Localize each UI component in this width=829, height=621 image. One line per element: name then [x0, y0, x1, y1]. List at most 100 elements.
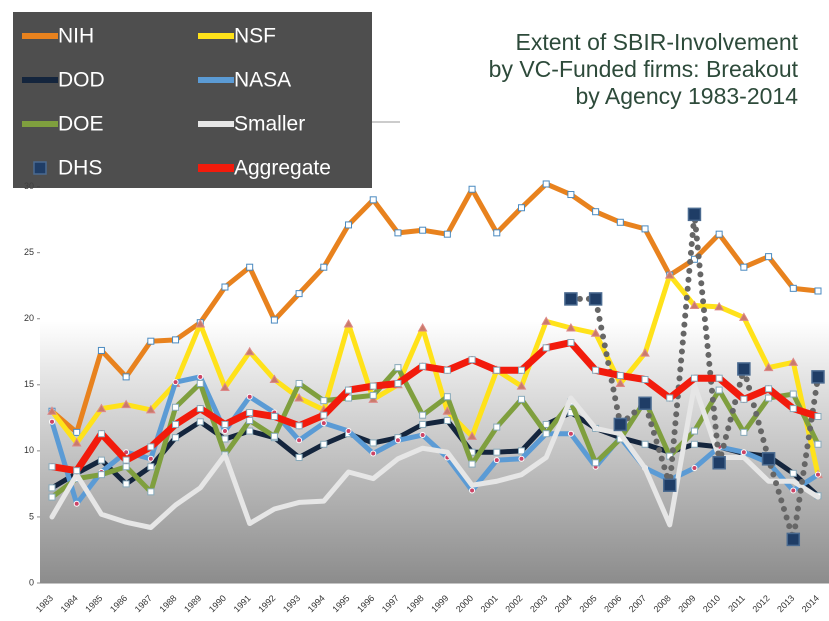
- marker: [147, 455, 154, 462]
- marker: [100, 513, 103, 516]
- marker: [644, 467, 647, 470]
- marker: [814, 413, 822, 421]
- marker: [715, 230, 723, 238]
- marker: [244, 346, 255, 356]
- marker: [668, 523, 671, 526]
- marker: [122, 373, 130, 381]
- marker: [320, 411, 328, 419]
- marker: [518, 455, 525, 462]
- marker: [97, 346, 105, 354]
- marker: [641, 376, 649, 384]
- marker: [199, 486, 202, 489]
- marker: [147, 463, 155, 471]
- legend-label: NIH: [58, 25, 94, 48]
- marker: [320, 263, 328, 271]
- y-tick-label: 0: [29, 577, 34, 587]
- marker: [246, 416, 254, 424]
- marker: [394, 229, 402, 237]
- series: [48, 339, 822, 475]
- marker: [516, 381, 527, 390]
- marker: [174, 504, 177, 507]
- marker: [270, 316, 278, 324]
- marker: [542, 420, 550, 428]
- marker: [789, 390, 797, 398]
- marker: [322, 500, 325, 503]
- marker: [616, 218, 624, 226]
- marker: [195, 319, 206, 328]
- marker: [737, 362, 751, 376]
- marker: [246, 393, 253, 400]
- marker: [592, 208, 600, 216]
- marker: [246, 409, 254, 417]
- marker: [815, 471, 821, 478]
- marker: [789, 284, 797, 292]
- marker: [767, 480, 770, 483]
- marker: [517, 366, 525, 374]
- line: [49, 365, 821, 500]
- marker: [666, 394, 674, 402]
- marker: [567, 430, 574, 437]
- marker: [172, 434, 180, 442]
- chart-title: Extent of SBIR-Involvement: [515, 29, 798, 55]
- marker: [320, 397, 328, 405]
- marker: [345, 386, 353, 394]
- marker: [345, 221, 353, 229]
- marker: [715, 374, 723, 382]
- marker: [221, 420, 229, 428]
- marker: [740, 428, 748, 436]
- legend-label: NSF: [234, 25, 276, 48]
- marker: [740, 395, 748, 403]
- marker: [761, 452, 776, 466]
- marker: [73, 467, 81, 475]
- marker: [789, 469, 797, 477]
- series: [564, 207, 825, 547]
- marker: [147, 337, 155, 345]
- marker: [320, 420, 327, 427]
- legend-box: [13, 12, 372, 188]
- marker: [542, 180, 550, 188]
- y-tick-label: 25: [24, 247, 34, 257]
- marker: [221, 428, 228, 435]
- marker: [664, 270, 675, 279]
- marker: [220, 382, 230, 391]
- marker: [687, 207, 702, 222]
- marker: [615, 378, 626, 387]
- marker: [662, 478, 677, 492]
- marker: [443, 366, 451, 374]
- marker: [517, 395, 525, 403]
- marker: [343, 319, 354, 328]
- line: [48, 339, 822, 475]
- marker: [788, 357, 799, 366]
- marker: [641, 225, 649, 233]
- marker: [811, 370, 825, 384]
- marker: [517, 447, 525, 455]
- marker: [739, 312, 749, 321]
- marker: [419, 432, 426, 439]
- marker: [147, 443, 155, 451]
- marker: [48, 493, 56, 501]
- marker: [640, 348, 650, 357]
- marker: [123, 449, 130, 456]
- marker: [417, 322, 428, 332]
- y-tick-label: 10: [24, 445, 34, 455]
- marker: [73, 428, 81, 436]
- marker: [122, 463, 130, 471]
- marker: [122, 456, 130, 464]
- marker: [569, 397, 572, 400]
- marker: [691, 465, 698, 472]
- y-tick-label: 5: [29, 511, 34, 521]
- marker: [248, 522, 251, 525]
- marker: [221, 283, 229, 291]
- line: [49, 382, 821, 531]
- marker: [51, 515, 53, 518]
- marker: [446, 451, 449, 454]
- marker: [765, 253, 773, 261]
- marker: [493, 229, 501, 237]
- marker: [493, 423, 501, 431]
- marker: [295, 379, 303, 387]
- marker: [419, 226, 427, 234]
- marker: [714, 301, 725, 311]
- marker: [97, 471, 105, 479]
- marker: [71, 437, 82, 447]
